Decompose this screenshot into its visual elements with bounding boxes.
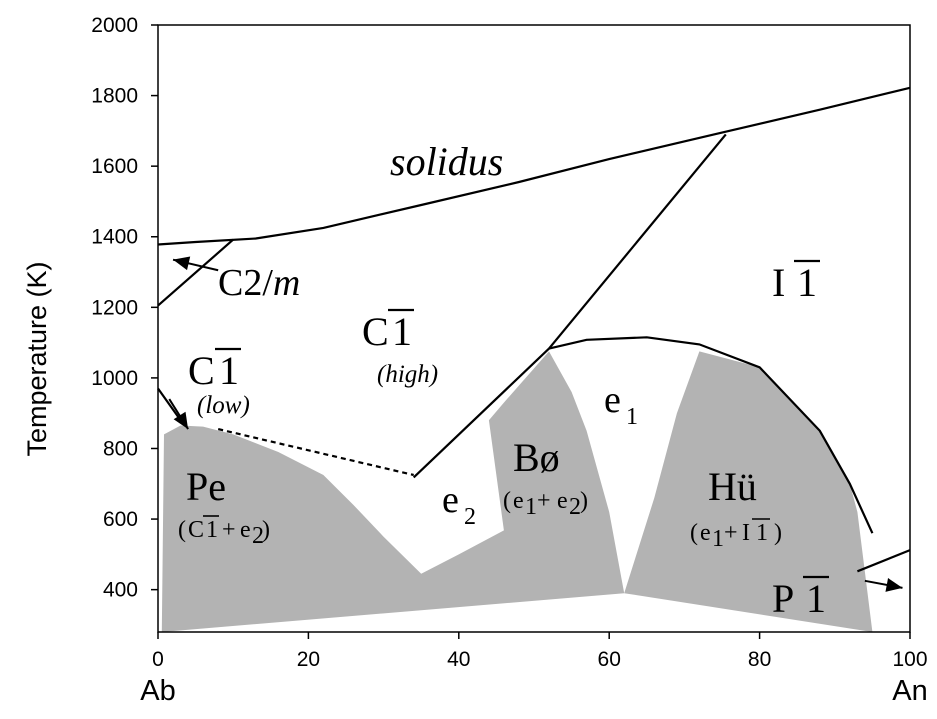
svg-text:e: e — [557, 488, 568, 514]
e1-label: e 1 — [604, 379, 638, 430]
curve-low-c1-boundary — [157, 387, 182, 421]
svg-text:I: I — [772, 260, 785, 305]
curve-dashed-c1-low — [217, 428, 414, 477]
x-tick-label: 80 — [748, 648, 771, 671]
svg-text:I: I — [742, 520, 750, 546]
hu-label: Hü — [708, 464, 757, 509]
svg-text:1: 1 — [206, 517, 218, 543]
solidus-label: solidus — [390, 139, 503, 184]
arrow-head-c1-low-arrow — [173, 411, 189, 430]
svg-text:P: P — [772, 576, 794, 621]
svg-text:e: e — [442, 479, 459, 521]
svg-text:e: e — [240, 517, 251, 543]
c1-high-sublabel: (high) — [377, 361, 438, 388]
c2m-label: C2/m — [218, 262, 300, 304]
svg-text:C: C — [362, 309, 389, 354]
svg-text:1: 1 — [797, 260, 817, 305]
svg-text:): ) — [774, 520, 782, 546]
y-tick-label: 400 — [103, 579, 138, 602]
i1-label: I 1 — [772, 259, 820, 305]
svg-text:C: C — [188, 517, 204, 543]
y-tick-label: 2000 — [91, 14, 138, 37]
x-end-label-right: An — [892, 675, 927, 707]
svg-text:1: 1 — [756, 520, 768, 546]
y-tick-label: 1400 — [91, 226, 138, 249]
svg-text:1: 1 — [626, 404, 638, 430]
x-tick-label: 100 — [892, 648, 927, 671]
pe-label: Pe — [186, 464, 226, 509]
svg-text:2: 2 — [464, 504, 476, 530]
x-tick-label: 20 — [297, 648, 320, 671]
c1-high-label: C 1 — [362, 308, 414, 354]
svg-text:C: C — [188, 348, 215, 393]
svg-text:): ) — [262, 517, 270, 543]
x-end-label-left: Ab — [140, 675, 175, 707]
y-tick-label: 1200 — [91, 296, 138, 319]
pe-composition: ( C 1 + e 2 ) — [178, 515, 270, 549]
e2-label: e 2 — [442, 479, 476, 530]
svg-text:2: 2 — [252, 523, 264, 549]
svg-text:): ) — [580, 488, 588, 514]
shaded-region-pe — [161, 351, 625, 632]
curve-solidus — [157, 86, 911, 246]
svg-text:e: e — [604, 379, 621, 421]
svg-text:1: 1 — [806, 576, 826, 621]
svg-text:1: 1 — [392, 309, 412, 354]
svg-text:e: e — [513, 488, 524, 514]
svg-text:+: + — [537, 488, 551, 514]
svg-text:(: ( — [503, 488, 511, 514]
p1-label: P 1 — [772, 575, 829, 621]
y-tick-label: 1000 — [91, 367, 138, 390]
curve-p1-transition — [856, 549, 911, 573]
x-tick-label: 40 — [447, 648, 470, 671]
y-tick-label: 1800 — [91, 85, 138, 108]
bo-composition: ( e 1 + e 2 ) — [503, 488, 588, 520]
c1-low-label: C 1 — [188, 347, 241, 393]
svg-text:1: 1 — [712, 526, 724, 552]
arrow-head-c2m-arrow — [173, 256, 191, 271]
svg-text:(: ( — [690, 520, 698, 546]
svg-text:1: 1 — [525, 494, 537, 520]
y-tick-label: 800 — [103, 437, 138, 460]
arrow-head-p1-arrow — [885, 578, 903, 592]
axis-ticks: 0 20 40 60 80 100 400 600 800 1000 1200 1400 1600 180… — [91, 14, 927, 671]
x-tick-label: 60 — [598, 648, 621, 671]
svg-text:e: e — [700, 520, 711, 546]
hu-composition: ( e 1 + I 1 ) — [690, 518, 782, 552]
svg-text:1: 1 — [219, 348, 239, 393]
curve-c1-e2-boundary — [412, 347, 550, 479]
plot-frame — [157, 24, 911, 633]
curve-bold-transition — [548, 133, 727, 350]
x-tick-label: 0 — [152, 648, 164, 671]
c1-low-sublabel: (low) — [197, 392, 250, 419]
svg-text:(: ( — [178, 517, 186, 543]
bo-label: Bø — [513, 435, 560, 480]
svg-text:2: 2 — [569, 494, 581, 520]
y-tick-label: 1600 — [91, 155, 138, 178]
y-tick-label: 600 — [103, 508, 138, 531]
svg-text:+: + — [724, 520, 738, 546]
y-axis-title: Temperature (K) — [22, 261, 52, 456]
curve-e1-dome — [548, 336, 874, 534]
phase-boundaries — [157, 86, 911, 592]
curve-c2m-transition — [157, 238, 234, 307]
svg-text:+: + — [222, 517, 236, 543]
